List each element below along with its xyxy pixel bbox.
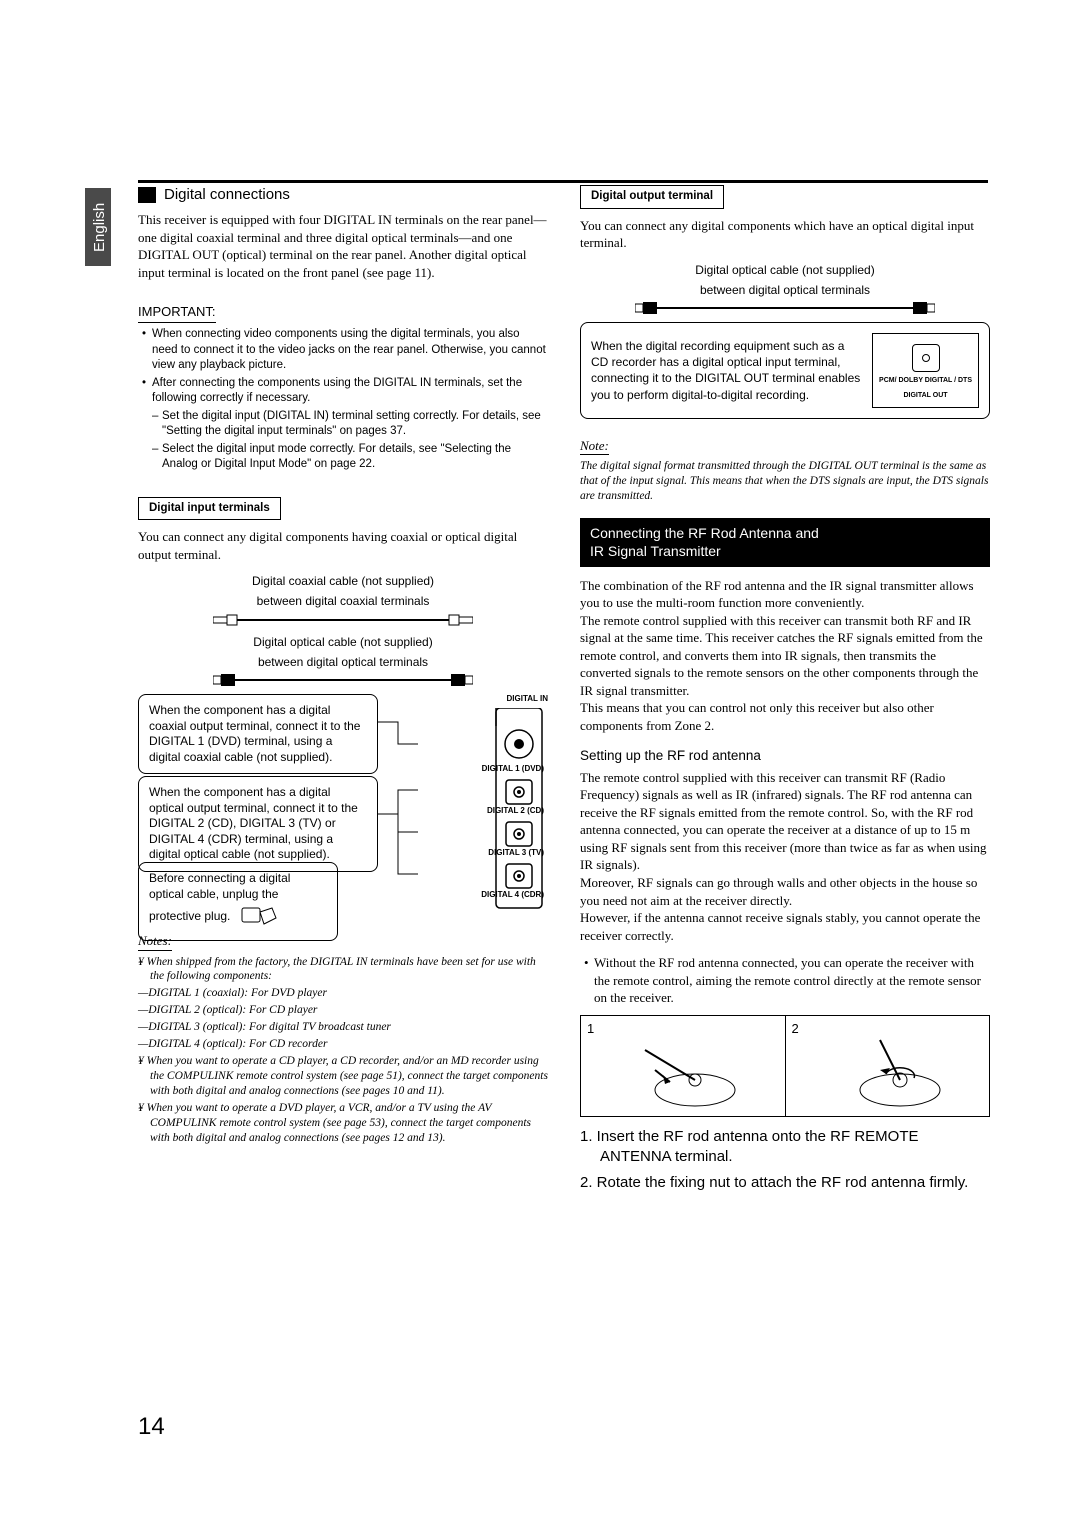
page-columns: Digital connections This receiver is equ… <box>138 185 990 1200</box>
opt-cable-caption-2: between digital optical terminals <box>138 654 548 670</box>
list-item: When connecting video components using t… <box>142 327 548 374</box>
important-sublist: Set the digital input (DIGITAL IN) termi… <box>152 409 548 473</box>
note-item: —DIGITAL 1 (coaxial): For DVD player <box>138 986 548 1001</box>
section-title: Digital connections <box>164 185 290 205</box>
antenna-insert-icon <box>585 1020 781 1112</box>
opt-cable-caption-r1: Digital optical cable (not supplied) <box>580 262 990 278</box>
top-rule <box>138 180 988 183</box>
framebox-plug: Before connecting a digital optical cabl… <box>138 862 338 941</box>
left-column: Digital connections This receiver is equ… <box>138 185 548 1200</box>
note-label: Note: <box>580 437 609 456</box>
language-tab: English <box>85 188 111 266</box>
opt-cable-caption-1: Digital optical cable (not supplied) <box>138 634 548 650</box>
list-item: Set the digital input (DIGITAL IN) termi… <box>152 409 548 440</box>
note-item: —DIGITAL 3 (optical): For digital TV bro… <box>138 1020 548 1035</box>
notes-block: ¥ When shipped from the factory, the DIG… <box>138 955 548 1146</box>
important-label: IMPORTANT: <box>138 303 216 323</box>
note-item: ¥ When you want to operate a CD player, … <box>138 1054 548 1099</box>
framebox-optical: When the component has a digital optical… <box>138 776 378 872</box>
rf-sub-heading: Setting up the RF rod antenna <box>580 747 990 765</box>
page-number: 14 <box>138 1413 165 1441</box>
intro-paragraph: This receiver is equipped with four DIGI… <box>138 211 548 281</box>
diagram-num-1: 1 <box>587 1020 594 1038</box>
steps: 1. Insert the RF rod antenna onto the RF… <box>580 1127 990 1194</box>
coax-cable-caption-1: Digital coaxial cable (not supplied) <box>138 573 548 589</box>
optical-cable-icon <box>635 300 935 316</box>
connector-lines-icon <box>378 714 418 894</box>
coax-cable-icon <box>213 612 473 628</box>
input-intro: You can connect any digital components h… <box>138 528 548 563</box>
opt-cable-caption-r2: between digital optical terminals <box>580 282 990 298</box>
terminal-labels: DIGITAL IN DIGITAL 1 (DVD) DIGITAL 2 (CD… <box>448 694 548 709</box>
note-item: —DIGITAL 2 (optical): For CD player <box>138 1003 548 1018</box>
step-1: 1. Insert the RF rod antenna onto the RF… <box>580 1127 990 1168</box>
coax-cable-caption-2: between digital coaxial terminals <box>138 593 548 609</box>
output-framebox: When the digital recording equipment suc… <box>580 322 990 419</box>
note-item: ¥ When shipped from the factory, the DIG… <box>138 955 548 985</box>
terminal-label-2: DIGITAL 2 (CD) <box>487 806 544 817</box>
framebox-coax: When the component has a digital coaxial… <box>138 694 378 774</box>
terminal-label-4: DIGITAL 4 (CDR) <box>481 890 544 901</box>
note-item: ¥ When you want to operate a DVD player,… <box>138 1101 548 1146</box>
output-intro: You can connect any digital components w… <box>580 217 990 252</box>
diagram-cell-1: 1 <box>581 1016 786 1116</box>
out-conn-top: PCM/ DOLBY DIGITAL / DTS <box>879 376 972 385</box>
list-item: After connecting the components using th… <box>142 376 548 407</box>
rf-bullet-list: Without the RF rod antenna connected, yo… <box>584 954 990 1007</box>
terminal-panel: DIGITAL IN DIGITAL 1 (DVD) DIGITAL 2 (CD… <box>138 694 548 914</box>
right-column: Digital output terminal You can connect … <box>580 185 990 1200</box>
plug-icon <box>238 902 278 932</box>
diagram-cell-2: 2 <box>786 1016 990 1116</box>
black-bar-l1: Connecting the RF Rod Antenna and <box>590 524 980 542</box>
step-2: 2. Rotate the fixing nut to attach the R… <box>580 1173 990 1193</box>
panel-top-label: DIGITAL IN <box>448 694 548 705</box>
rf-para-2: The remote control supplied with this re… <box>580 769 990 944</box>
square-bullet-icon <box>138 187 156 203</box>
rf-para-1: The combination of the RF rod antenna an… <box>580 577 990 735</box>
note-text: The digital signal format transmitted th… <box>580 459 990 504</box>
diagram-num-2: 2 <box>792 1020 799 1038</box>
digital-output-label: Digital output terminal <box>580 185 724 209</box>
black-bar-l2: IR Signal Transmitter <box>590 542 980 560</box>
list-item: Select the digital input mode correctly.… <box>152 442 548 473</box>
output-framebox-text: When the digital recording equipment suc… <box>591 338 862 403</box>
digital-out-connector: PCM/ DOLBY DIGITAL / DTS DIGITAL OUT <box>872 333 979 408</box>
important-list: When connecting video components using t… <box>142 327 548 473</box>
connector-ring-icon <box>912 344 940 372</box>
terminal-label-1: DIGITAL 1 (DVD) <box>482 764 544 775</box>
antenna-diagram: 1 2 <box>580 1015 990 1117</box>
digital-input-label: Digital input terminals <box>138 497 281 521</box>
out-conn-bottom: DIGITAL OUT <box>879 391 972 400</box>
optical-cable-icon <box>213 672 473 688</box>
note-item: —DIGITAL 4 (optical): For CD recorder <box>138 1037 548 1052</box>
terminal-label-3: DIGITAL 3 (TV) <box>488 848 544 859</box>
section-heading: Digital connections <box>138 185 548 205</box>
rf-antenna-heading: Connecting the RF Rod Antenna and IR Sig… <box>580 518 990 566</box>
rf-bullet: Without the RF rod antenna connected, yo… <box>584 954 990 1007</box>
antenna-rotate-icon <box>790 1020 986 1112</box>
